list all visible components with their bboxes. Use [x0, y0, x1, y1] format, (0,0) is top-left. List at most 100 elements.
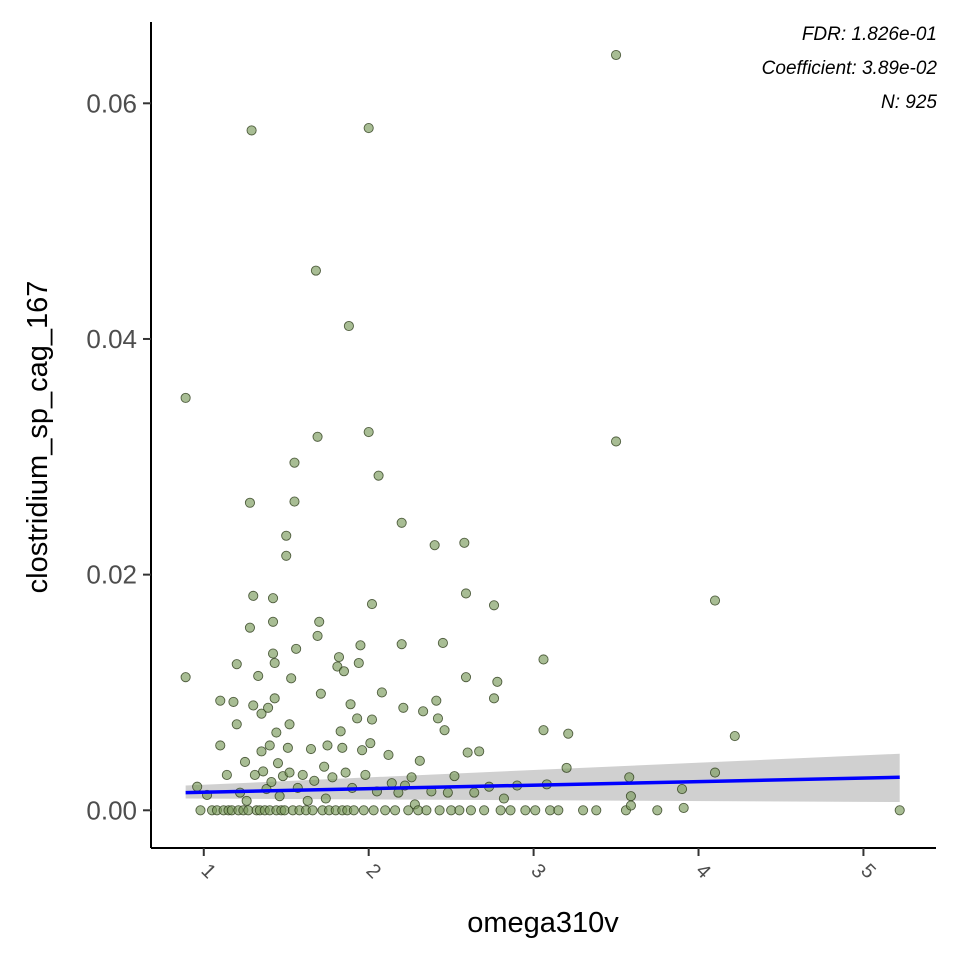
data-point [231, 719, 242, 730]
data-point [281, 550, 292, 561]
data-point [302, 795, 313, 806]
data-point [358, 805, 369, 816]
x-tick-label: 5 [856, 860, 879, 883]
data-point [228, 696, 239, 707]
data-point [894, 805, 905, 816]
data-point [244, 622, 255, 633]
data-point [578, 805, 589, 816]
data-point [267, 593, 279, 604]
data-point [271, 727, 282, 738]
data-point [333, 652, 345, 663]
data-point [406, 772, 417, 783]
annotation-coefficient: Coefficient: 3.89e-02 [762, 58, 938, 79]
data-point [338, 666, 350, 677]
data-point [248, 590, 259, 601]
data-point [396, 517, 407, 528]
data-point [263, 702, 274, 713]
data-point [343, 320, 354, 332]
data-point [479, 805, 490, 816]
data-point [505, 805, 516, 816]
data-point [282, 742, 293, 753]
x-tick-label: 2 [362, 860, 385, 883]
data-point [380, 805, 391, 816]
data-point [563, 728, 574, 739]
data-point [368, 805, 379, 816]
data-point [289, 457, 300, 468]
data-point [315, 688, 326, 699]
x-tick-label: 4 [691, 860, 714, 883]
data-point [459, 537, 470, 548]
data-point [383, 749, 394, 760]
data-point [312, 431, 323, 442]
data-point [676, 784, 688, 795]
data-point [520, 805, 531, 816]
points-layer [180, 49, 905, 816]
data-point [253, 670, 264, 682]
data-point [460, 588, 472, 599]
y-tick-label: 0.04 [86, 324, 137, 354]
data-point [248, 700, 259, 711]
data-point [363, 427, 374, 438]
data-point [431, 695, 442, 706]
data-point [474, 746, 485, 757]
data-point [264, 740, 275, 751]
x-tick-label: 3 [526, 860, 549, 883]
data-point [538, 725, 549, 736]
data-point [442, 787, 453, 798]
data-point [488, 693, 500, 704]
data-point [272, 758, 284, 769]
data-point [591, 805, 602, 816]
data-point [322, 740, 333, 751]
data-point [530, 805, 541, 816]
data-point [414, 755, 425, 766]
data-point [266, 776, 277, 788]
data-point [312, 630, 323, 641]
data-point [432, 713, 444, 724]
data-point [355, 640, 366, 651]
data-point [337, 742, 348, 753]
data-point [246, 125, 257, 136]
data-point [319, 761, 330, 772]
data-point [465, 805, 476, 816]
data-point [335, 726, 346, 737]
data-point [538, 654, 549, 665]
data-point [231, 659, 242, 670]
data-point [376, 687, 387, 698]
data-point [284, 719, 295, 730]
data-point [363, 122, 374, 134]
data-point [345, 699, 356, 710]
data-point [269, 657, 280, 669]
data-point [652, 805, 663, 816]
data-point [241, 795, 252, 806]
data-point [396, 639, 407, 650]
data-point [327, 772, 338, 783]
data-point [678, 802, 689, 813]
data-point [192, 781, 203, 792]
data-point [267, 616, 279, 627]
data-point [709, 767, 721, 778]
data-point [244, 497, 255, 508]
data-point [284, 767, 295, 778]
data-point [390, 805, 401, 816]
data-point [286, 673, 297, 684]
data-point [180, 672, 191, 683]
data-point [434, 805, 445, 816]
y-tick-label: 0.06 [86, 88, 137, 118]
data-point [373, 470, 384, 481]
y-axis-title: clostridium_sp_cag_167 [22, 281, 54, 594]
data-point [269, 693, 280, 704]
data-point [256, 746, 267, 757]
data-point [625, 800, 636, 811]
data-point [495, 805, 506, 816]
data-point [437, 637, 448, 649]
data-point [221, 769, 232, 780]
data-point [611, 49, 622, 61]
data-point [488, 600, 500, 611]
data-point [421, 805, 432, 816]
data-point [267, 648, 279, 659]
data-point [215, 740, 226, 751]
data-point [439, 725, 450, 736]
data-point [239, 756, 251, 768]
data-point [398, 702, 409, 713]
ticks-layer: 1 2 3 4 5 0.00 0.02 0.04 0.06 [86, 88, 879, 883]
